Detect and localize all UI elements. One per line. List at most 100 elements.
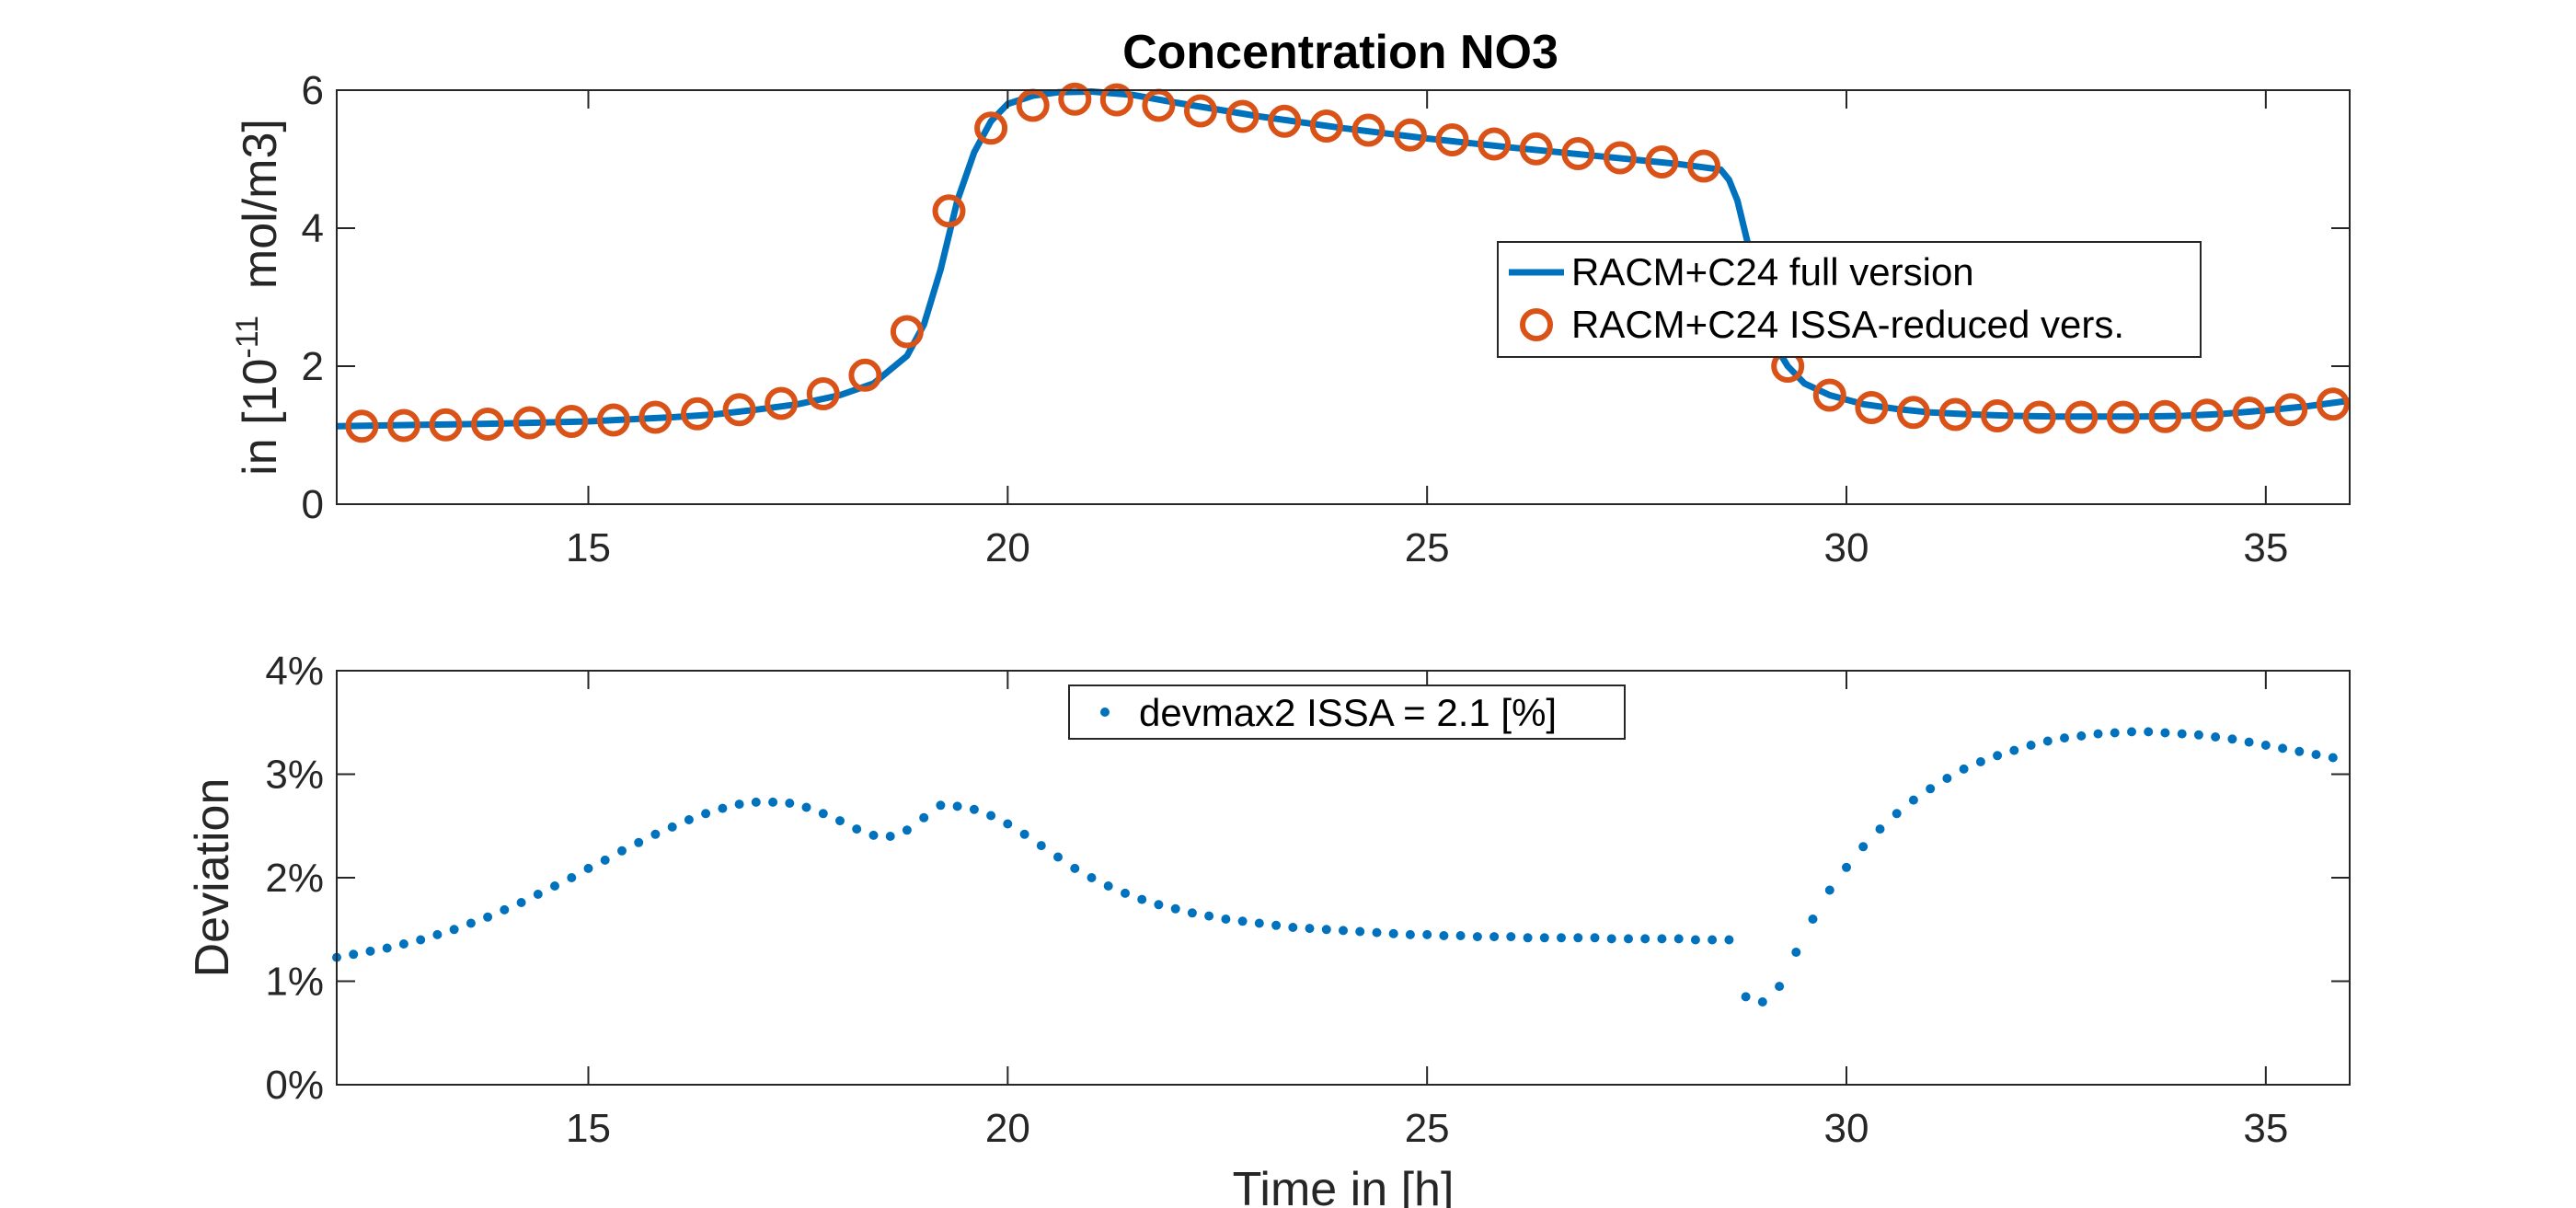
top-series-layer: [336, 82, 2351, 443]
deviation-point: [852, 824, 862, 834]
legend-circle-symbol: [1520, 308, 1553, 341]
chart-title: Concentration NO3: [1122, 26, 1558, 79]
deviation-point: [969, 804, 979, 814]
deviation-point: [1271, 920, 1282, 930]
deviation-point: [1590, 933, 1600, 943]
top-axes-box: [336, 89, 2351, 505]
deviation-point: [1506, 932, 1516, 942]
reduced-marker: [1896, 396, 1930, 430]
reduced-marker: [848, 358, 882, 392]
deviation-point: [2093, 729, 2103, 739]
reduced-marker: [1351, 113, 1386, 147]
reduced-marker: [2148, 399, 2182, 433]
deviation-point: [600, 855, 610, 865]
deviation-point: [718, 803, 728, 813]
reduced-marker: [1687, 149, 1720, 183]
deviation-point: [1724, 935, 1734, 945]
deviation-point: [1019, 829, 1029, 839]
deviation-point: [1422, 929, 1432, 939]
deviation-point: [1339, 926, 1348, 936]
top-axes: 15 20 25 30 35 0 2 4 6: [302, 68, 2351, 570]
deviation-point: [416, 935, 426, 945]
deviation-point: [500, 904, 510, 915]
reduced-marker: [1519, 132, 1553, 166]
deviation-point: [466, 918, 476, 928]
legend-dot-symbol: [1100, 708, 1110, 717]
deviation-point: [1121, 888, 1130, 898]
reduced-marker: [638, 400, 673, 434]
deviation-point: [617, 846, 627, 856]
deviation-point: [952, 801, 962, 811]
deviation-point: [2026, 741, 2036, 750]
deviation-point: [1523, 933, 1533, 943]
reduced-marker: [722, 393, 756, 427]
deviation-point: [936, 800, 946, 811]
deviation-point: [1204, 911, 1214, 921]
bottom-legend-box: [1068, 685, 1626, 740]
deviation-point: [1606, 934, 1616, 944]
reduced-marker: [1938, 397, 1972, 431]
deviation-point: [1573, 933, 1583, 943]
reduced-marker: [2064, 400, 2099, 434]
deviation-point: [1657, 934, 1667, 944]
deviation-point: [1070, 863, 1080, 873]
top-x-tick-label: 15: [566, 525, 611, 570]
deviation-point: [1053, 852, 1063, 862]
deviation-point: [1624, 934, 1633, 944]
deviation-point: [1305, 924, 1315, 934]
deviation-point: [1036, 841, 1046, 851]
bottom-axes: 15 20 25 30 35 0% 1% 2% 3% 4%: [265, 649, 2351, 1151]
bottom-y-tick-label: 3%: [265, 753, 324, 798]
bottom-x-tick-label: 20: [985, 1106, 1030, 1151]
deviation-point: [567, 873, 577, 882]
deviation-point: [1237, 916, 1248, 926]
deviation-point: [1154, 900, 1164, 910]
deviation-point: [1741, 992, 1751, 1002]
deviation-point: [2127, 727, 2136, 737]
reduced-marker: [1099, 83, 1133, 117]
deviation-point: [667, 822, 677, 832]
deviation-point: [801, 802, 811, 812]
deviation-point: [1942, 774, 1952, 783]
legend-entry-reduced: RACM+C24 ISSA-reduced vers.: [1571, 303, 2124, 346]
reduced-marker: [890, 315, 924, 349]
deviation-point: [1892, 809, 1902, 819]
reduced-marker: [512, 406, 546, 440]
deviation-point: [1455, 931, 1466, 940]
deviation-point: [1975, 757, 1985, 766]
reduced-marker: [2191, 398, 2224, 432]
top-x-tick-label: 25: [1405, 525, 1450, 570]
bottom-x-tick-label: 35: [2243, 1106, 2288, 1151]
reduced-marker: [1812, 378, 1846, 412]
reduced-marker: [1478, 127, 1512, 161]
deviation-point: [1103, 881, 1113, 891]
reduced-marker: [681, 397, 714, 431]
deviation-point: [1557, 933, 1566, 943]
deviation-point: [2328, 753, 2338, 763]
top-x-tick-label: 35: [2243, 525, 2288, 570]
deviation-point: [1757, 997, 1767, 1007]
deviation-point: [1355, 926, 1365, 937]
reduced-marker: [429, 408, 463, 442]
deviation-point: [868, 830, 879, 840]
deviation-point: [986, 811, 996, 821]
deviation-point: [1775, 982, 1785, 992]
bottom-y-tick-label: 0%: [265, 1063, 324, 1108]
bottom-y-tick-label: 1%: [265, 960, 324, 1005]
concentration-panel: Concentration NO3 15 20 25 30 35 0 2 4 6 in [10-…: [230, 26, 2351, 570]
deviation-point: [2244, 737, 2254, 747]
deviation-point: [2177, 729, 2187, 739]
reduced-marker: [1225, 99, 1259, 133]
deviation-point: [1791, 948, 1801, 957]
deviation-point: [1708, 935, 1718, 945]
bottom-x-tick-label: 25: [1405, 1106, 1450, 1151]
deviation-point: [398, 939, 408, 949]
deviation-point: [2260, 741, 2271, 750]
top-x-tick-label: 20: [985, 525, 1030, 570]
deviation-point: [2278, 743, 2288, 754]
reduced-marker: [2316, 387, 2350, 421]
deviation-point: [1187, 908, 1197, 918]
reduced-marker: [2022, 400, 2056, 434]
deviation-point: [2060, 733, 2069, 743]
deviation-point: [550, 881, 559, 891]
